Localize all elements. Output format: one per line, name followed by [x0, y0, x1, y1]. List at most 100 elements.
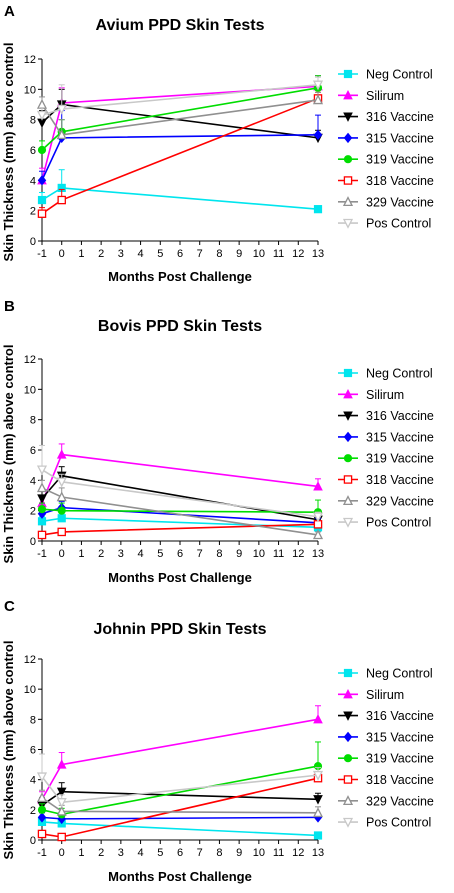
data-point — [342, 196, 354, 207]
data-point — [343, 454, 353, 463]
legend-item: 316 Vaccine — [338, 409, 434, 423]
data-point — [343, 90, 353, 100]
data-point — [343, 389, 353, 399]
data-point — [343, 431, 353, 443]
y-tick-label: 2 — [30, 206, 36, 218]
legend-label: 329 Vaccine — [366, 494, 434, 508]
data-point — [312, 529, 324, 540]
legend-item: Neg Control — [338, 667, 433, 681]
x-tick-label: 12 — [292, 248, 304, 260]
series-neg-control — [37, 169, 323, 214]
x-tick-label: -1 — [37, 847, 47, 859]
data-point — [343, 689, 353, 699]
chart-title: Johnin PPD Skin Tests — [93, 621, 266, 638]
y-tick-label: 12 — [24, 54, 36, 66]
x-tick-label: 5 — [157, 548, 163, 560]
data-point — [343, 411, 353, 421]
x-tick-label: 9 — [236, 248, 242, 260]
data-point — [37, 829, 47, 839]
series-line — [41, 97, 319, 215]
series-pos-control — [36, 76, 324, 121]
x-tick-label: 8 — [216, 847, 222, 859]
x-axis-label: Months Post Challenge — [108, 570, 252, 585]
legend-item: 319 Vaccine — [338, 752, 434, 766]
legend-item: Neg Control — [338, 367, 433, 381]
legend: Neg Control Silirum 316 Vaccine 315 Vaccine… — [338, 667, 434, 830]
series-line — [41, 821, 319, 837]
panel-letter: B — [4, 298, 15, 315]
data-point — [36, 110, 48, 121]
data-point — [343, 155, 353, 164]
legend-label: 319 Vaccine — [366, 452, 434, 466]
panel-b: B Bovis PPD Skin Tests Months Post Chall… — [1, 298, 434, 585]
data-point — [37, 145, 47, 155]
data-point — [313, 481, 323, 491]
x-tick-label: 9 — [236, 548, 242, 560]
x-axis-label: Months Post Challenge — [108, 269, 252, 284]
x-tick-label: 3 — [118, 847, 124, 859]
data-point — [343, 475, 353, 484]
data-point — [37, 195, 47, 205]
data-point — [312, 807, 324, 818]
y-tick-label: 12 — [24, 654, 36, 666]
x-tick-label: 0 — [59, 847, 65, 859]
x-tick-label: 10 — [253, 847, 265, 859]
x-tick-label: 13 — [312, 248, 324, 260]
data-point — [56, 129, 67, 140]
legend-label: 329 Vaccine — [366, 794, 434, 808]
data-point — [312, 770, 324, 781]
data-point — [343, 176, 353, 185]
legend-item: 318 Vaccine — [338, 773, 434, 787]
series-line — [41, 103, 319, 139]
series-pos-control — [36, 753, 324, 808]
x-tick-label: 4 — [138, 248, 144, 260]
legend-item: Pos Control — [338, 516, 431, 530]
x-tick-label: 1 — [78, 548, 84, 560]
legend-label: 319 Vaccine — [366, 752, 434, 766]
legend-item: Pos Control — [338, 217, 431, 231]
panel-letter: C — [4, 598, 15, 615]
y-tick-label: 8 — [30, 115, 36, 127]
legend-item: Pos Control — [338, 816, 431, 830]
x-tick-label: 10 — [253, 248, 265, 260]
y-tick-label: 10 — [24, 684, 36, 696]
data-point — [37, 209, 47, 218]
y-tick-label: 8 — [30, 714, 36, 726]
series-line — [41, 99, 319, 136]
x-tick-label: 12 — [292, 548, 304, 560]
x-tick-label: 2 — [98, 847, 104, 859]
legend-label: 316 Vaccine — [366, 409, 434, 423]
legend-label: Silirum — [366, 388, 404, 402]
x-tick-label: 8 — [216, 548, 222, 560]
y-tick-label: 0 — [30, 536, 36, 548]
legend-item: 315 Vaccine — [338, 430, 434, 444]
x-tick-label: 4 — [138, 548, 144, 560]
x-tick-label: 10 — [253, 548, 265, 560]
x-tick-label: 2 — [98, 248, 104, 260]
legend-item: 319 Vaccine — [338, 452, 434, 466]
legend-label: Neg Control — [366, 68, 433, 82]
legend-label: 318 Vaccine — [366, 473, 434, 487]
data-point — [342, 817, 354, 828]
data-point — [36, 98, 48, 109]
data-point — [37, 530, 47, 540]
x-tick-label: 13 — [312, 548, 324, 560]
y-tick-label: 6 — [30, 745, 36, 757]
data-point — [57, 195, 66, 205]
data-point — [343, 132, 353, 144]
x-tick-label: 0 — [59, 248, 65, 260]
data-point — [313, 795, 323, 805]
data-point — [342, 218, 354, 229]
legend-label: 318 Vaccine — [366, 174, 434, 188]
data-point — [343, 668, 353, 678]
legend-item: 319 Vaccine — [338, 153, 434, 167]
x-tick-label: 11 — [273, 847, 284, 859]
series-line — [41, 790, 319, 806]
y-tick-label: 2 — [30, 506, 36, 518]
data-point — [313, 831, 323, 840]
x-tick-label: 7 — [197, 248, 203, 260]
legend-item: 315 Vaccine — [338, 730, 434, 744]
y-tick-label: 4 — [30, 775, 36, 787]
y-tick-label: 0 — [30, 835, 36, 847]
